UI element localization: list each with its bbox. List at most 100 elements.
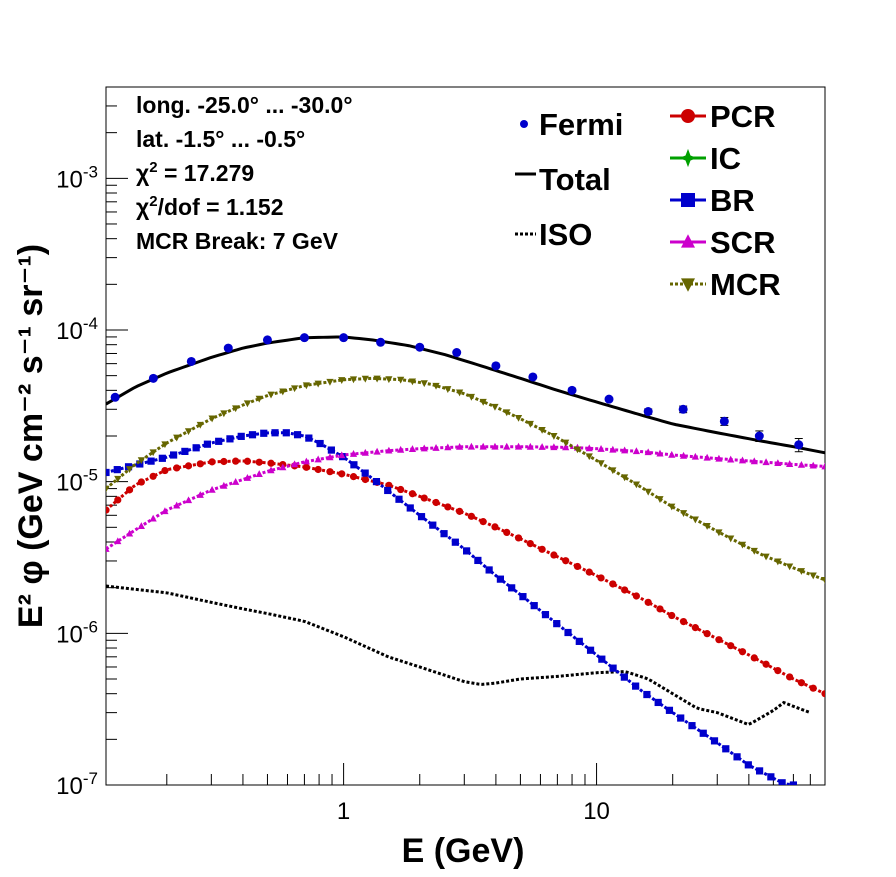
series-point [710,737,719,745]
series-point [237,432,245,440]
series-point [456,389,464,397]
series-point [338,377,346,384]
series-point [688,722,696,730]
series-point [597,444,605,452]
series-point [106,468,110,477]
fermi-point [719,416,729,426]
series-point [474,556,482,565]
legend-entry-pcr: PCR [670,99,775,134]
series-point [184,462,193,470]
fermi-point [528,372,538,382]
series-point [184,496,193,504]
series-point [786,563,794,571]
series-point [553,620,561,628]
series-line [106,459,825,696]
series-point [196,460,204,468]
series-point [762,660,770,668]
series-point [562,439,570,447]
series-point [361,469,369,477]
series-point [232,405,240,413]
series-point [562,557,570,565]
series-pcr [106,457,825,698]
series-point [372,478,381,486]
y-tick-label: 10-3 [56,162,98,193]
series-line [106,335,825,455]
series-point [429,521,437,529]
legend: Fermi Total ISO PCR IC BR SCR MCR [515,99,781,302]
fermi-point [491,361,501,371]
series-point [149,514,157,522]
series-point [456,507,464,515]
series-point [514,414,523,422]
series-point [703,630,711,638]
series-point [349,473,358,481]
series-point [114,475,122,483]
legend-entry-fermi: Fermi [520,107,623,142]
series-point [232,477,240,485]
series-point [173,501,181,509]
series-point [432,382,440,390]
series-point [106,485,110,493]
series-point [302,382,310,390]
series-point [519,593,527,601]
series-point [408,378,417,386]
fermi-point [299,333,309,343]
series-point [314,380,322,388]
fermi-point [415,342,425,352]
series-point [302,457,310,465]
series-point [585,453,593,461]
series-point [314,455,322,463]
series-point [491,442,499,450]
legend-label: ISO [539,217,592,252]
series-point [305,434,313,442]
series-point [114,537,122,545]
series-point [444,386,452,394]
series-point [738,541,747,549]
legend-entry-ic: IC [670,141,741,176]
x-tick-label: 10 [583,798,610,825]
series-point [173,434,181,442]
series-point [373,375,381,383]
series-point [485,566,493,574]
series-point [609,580,617,588]
series-point [158,454,166,462]
series-point [196,421,204,429]
series-point [609,664,617,672]
y-tick-label: 10-7 [56,769,98,800]
series-point [316,439,324,448]
series-point [691,452,699,460]
series-point [397,445,405,453]
legend-label: MCR [710,267,781,302]
series-point [585,568,593,576]
series-fermi [110,333,804,453]
fermi-point [604,394,614,404]
fermi-point [110,392,120,402]
series-point [668,450,676,458]
series-point [327,446,335,454]
series-point [384,486,392,495]
series-point [106,544,110,552]
series-point [147,457,155,465]
series-point [762,458,770,466]
series-point [432,498,440,507]
series-point [789,781,797,785]
series-point [373,447,381,455]
series-point [136,460,144,468]
series-point [526,442,534,450]
series-point [451,538,459,546]
x-tick-label: 1 [337,798,350,825]
series-point [573,446,582,454]
series-point [406,504,414,512]
annotation-line: long. -25.0° ... -30.0° [136,92,353,118]
series-point [530,602,538,610]
series-point [526,540,534,548]
series-point [750,457,758,465]
series-point [597,460,605,468]
series-point [644,598,652,606]
series-point [797,460,806,468]
series-layer [106,333,825,785]
fermi-point [376,337,386,347]
series-point [538,426,546,434]
series-point [767,773,775,781]
series-point [503,528,511,537]
